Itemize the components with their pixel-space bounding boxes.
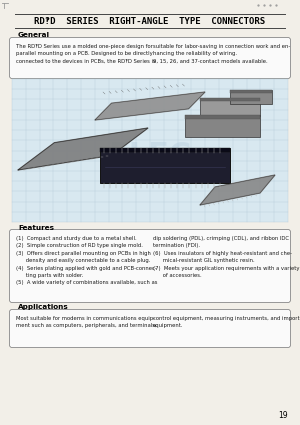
Bar [185, 115, 260, 137]
Bar [230, 90, 272, 104]
Text: Applications: Applications [18, 304, 69, 310]
Text: General: General [18, 32, 50, 38]
Text: suitable for labor-saving in connection work and en-
hancing the reliability of : suitable for labor-saving in connection … [153, 44, 290, 64]
Polygon shape [200, 175, 275, 205]
Text: ELEC: ELEC [108, 141, 192, 170]
Bar [200, 98, 260, 101]
FancyBboxPatch shape [10, 309, 290, 348]
Polygon shape [18, 128, 148, 170]
Text: Most suitable for modems in communications equip-
ment such as computers, periph: Most suitable for modems in communicatio… [16, 316, 157, 329]
FancyBboxPatch shape [10, 230, 290, 303]
Bar [185, 115, 260, 119]
Bar [200, 98, 260, 116]
FancyBboxPatch shape [10, 37, 290, 79]
Bar [12, 79, 288, 222]
Text: Features: Features [18, 225, 54, 231]
Text: RD‽D  SERIES  RIGHT-ANGLE  TYPE  CONNECTORS: RD‽D SERIES RIGHT-ANGLE TYPE CONNECTORS [34, 17, 266, 26]
Text: control equipment, measuring instruments, and import
equipment.: control equipment, measuring instruments… [153, 316, 300, 329]
Bar [100, 148, 230, 183]
Bar [100, 148, 230, 152]
Polygon shape [95, 92, 205, 120]
Text: The RD‽D Series use a molded one-piece design for
parallel mounting on a PCB. De: The RD‽D Series use a molded one-piece d… [16, 44, 156, 64]
Text: (1)  Compact and sturdy due to a metal shell.
(2)  Simple construction of RD typ: (1) Compact and sturdy due to a metal sh… [16, 236, 158, 286]
Text: dip soldering (PDL), crimping (CDL), and ribbon IDC
termination (FDI).
(6)  Uses: dip soldering (PDL), crimping (CDL), and… [153, 236, 299, 278]
Bar [230, 90, 272, 93]
Text: 19: 19 [278, 411, 288, 420]
